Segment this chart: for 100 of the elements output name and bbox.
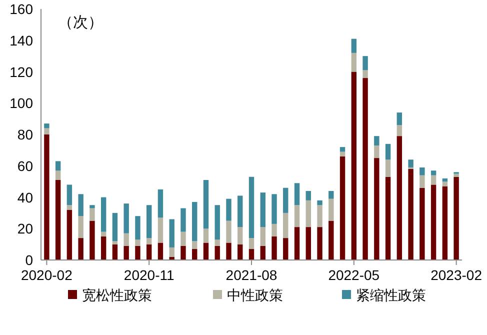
bar xyxy=(146,244,152,260)
bar xyxy=(385,144,391,160)
bar xyxy=(192,241,198,250)
bar xyxy=(78,216,84,238)
bar xyxy=(192,202,198,242)
bar xyxy=(90,205,95,208)
bar xyxy=(408,160,414,168)
bar xyxy=(408,169,414,260)
bar xyxy=(203,180,209,229)
bar xyxy=(362,78,368,260)
bar xyxy=(340,147,346,152)
bar xyxy=(78,238,84,260)
legend-label: 宽松性政策 xyxy=(82,287,152,303)
bar xyxy=(272,236,277,260)
y-tick-label: 140 xyxy=(10,32,34,48)
bar xyxy=(260,246,266,260)
bar xyxy=(146,205,152,238)
bar xyxy=(226,198,232,221)
bar xyxy=(44,128,50,134)
bar xyxy=(260,227,266,246)
bar xyxy=(374,145,380,158)
bar xyxy=(112,241,118,244)
bar xyxy=(180,246,186,260)
bar xyxy=(248,176,254,238)
bar xyxy=(328,220,334,260)
bar xyxy=(317,200,322,206)
bar xyxy=(78,194,84,216)
y-tick-label: 40 xyxy=(17,189,34,206)
x-tick-label: 2023-02 xyxy=(430,267,482,283)
bar xyxy=(66,210,72,260)
bar xyxy=(430,170,436,176)
bar xyxy=(238,244,243,260)
bar xyxy=(442,178,448,182)
bar xyxy=(385,160,391,177)
bar xyxy=(454,176,459,260)
y-tick-label: 160 xyxy=(10,1,34,17)
bar xyxy=(214,240,220,246)
bar xyxy=(340,156,346,260)
bar xyxy=(214,205,220,240)
bar xyxy=(317,227,322,260)
bar xyxy=(442,182,448,186)
bar xyxy=(112,244,118,260)
bar xyxy=(90,208,95,221)
bar xyxy=(248,238,254,250)
legend-label: 紧缩性政策 xyxy=(356,287,426,303)
bar xyxy=(420,167,425,176)
bar xyxy=(203,242,209,260)
bar xyxy=(44,134,50,260)
bar xyxy=(203,228,209,243)
bar xyxy=(317,205,322,228)
bar xyxy=(260,192,266,228)
bar xyxy=(351,72,357,260)
bar xyxy=(362,56,368,70)
bar xyxy=(430,184,436,260)
bar xyxy=(374,158,380,260)
bar xyxy=(272,194,277,224)
bar xyxy=(283,238,288,260)
bar xyxy=(135,216,140,240)
y-tick-label: 60 xyxy=(17,158,34,174)
bar xyxy=(238,227,243,244)
x-tick-label: 2022-05 xyxy=(328,267,380,283)
bar xyxy=(294,183,300,206)
bar xyxy=(351,52,357,72)
bar xyxy=(100,236,106,260)
bar xyxy=(55,180,61,260)
bar xyxy=(362,70,368,78)
bar xyxy=(226,220,232,243)
bar xyxy=(328,190,334,199)
bar xyxy=(351,38,357,53)
y-tick-label: 20 xyxy=(17,220,34,237)
y-tick-label: 100 xyxy=(10,95,34,112)
bar xyxy=(238,196,243,228)
bar xyxy=(100,232,106,236)
bar xyxy=(180,208,186,232)
bar xyxy=(430,175,436,185)
bar xyxy=(396,136,402,260)
y-tick-label: 120 xyxy=(10,64,34,80)
x-tick-label: 2021-08 xyxy=(226,267,278,283)
bar xyxy=(124,233,129,246)
bar xyxy=(146,238,152,244)
bar xyxy=(294,227,300,260)
legend-label: 中性政策 xyxy=(227,287,283,303)
x-tick-label: 2020-02 xyxy=(20,267,73,283)
bar xyxy=(294,205,300,228)
bar xyxy=(420,175,425,188)
bar xyxy=(442,186,448,260)
bar xyxy=(454,174,459,177)
bar xyxy=(248,249,254,260)
bar xyxy=(158,218,164,243)
bar xyxy=(124,246,129,260)
bar xyxy=(328,198,334,221)
bar xyxy=(66,184,72,206)
bar xyxy=(306,200,311,228)
bar xyxy=(90,220,95,260)
bar xyxy=(135,240,140,246)
bar xyxy=(340,152,346,156)
bar xyxy=(158,189,164,218)
bar xyxy=(55,170,61,180)
bar xyxy=(66,205,72,210)
bar xyxy=(169,247,174,257)
